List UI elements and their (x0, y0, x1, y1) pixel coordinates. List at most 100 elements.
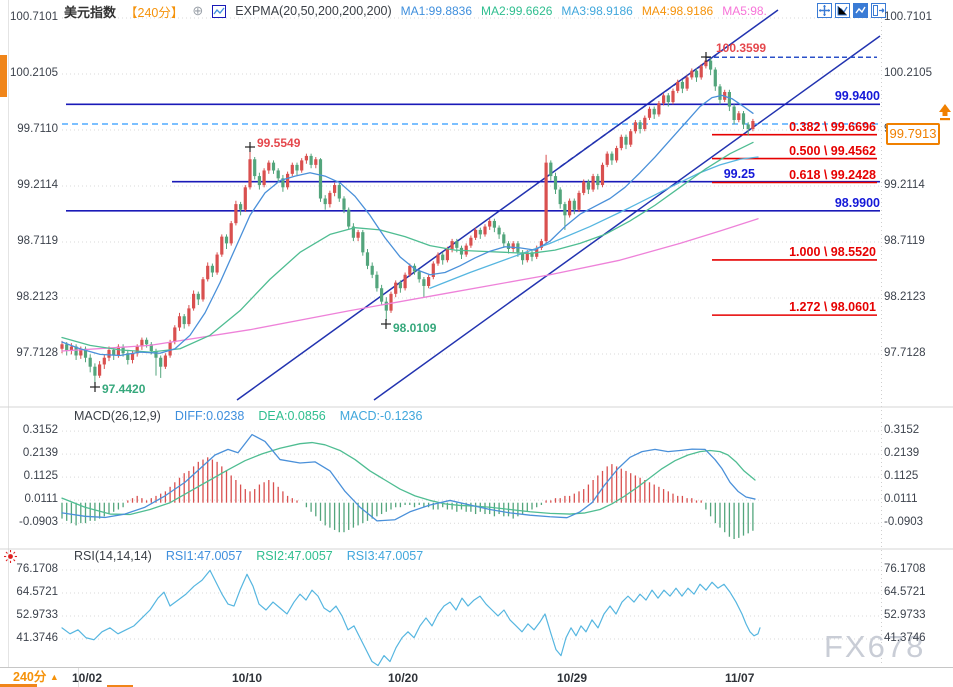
fib-label-382[interactable]: 0.382 \ 99.6696 (789, 120, 876, 134)
rsi-label-right: 52.9733 (884, 609, 926, 621)
level-label-9994[interactable]: 99.9400 (834, 89, 880, 103)
candle-body (206, 265, 210, 280)
candle-body (427, 277, 431, 286)
candle-body (582, 181, 586, 193)
candle-body (586, 181, 590, 190)
candle-body (309, 155, 313, 165)
rsi-label-left: 52.9733 (16, 609, 58, 621)
candle-body (577, 192, 581, 210)
date-label: 10/20 (388, 671, 419, 685)
collapse-panel-icon[interactable] (871, 3, 886, 18)
candle-body (680, 81, 684, 89)
rsi-label-left: 41.3746 (16, 632, 58, 644)
watermark: FX678 (824, 629, 926, 664)
candle-body (140, 339, 144, 347)
candle-body (647, 108, 652, 118)
candle-body (173, 327, 177, 343)
candle-body (262, 170, 266, 186)
rsi-label-left: 64.5721 (16, 586, 58, 598)
ma3-value: MA3:98.9186 (561, 4, 633, 18)
left-strip-orange-marker[interactable] (0, 55, 7, 97)
candle-body (361, 232, 365, 253)
candle-body (619, 136, 623, 149)
y-label-right: 100.7101 (884, 10, 932, 23)
candle-body (159, 357, 163, 367)
candle-body (267, 162, 271, 171)
candle-body (685, 77, 689, 89)
price-annotation: 100.3599 (716, 41, 767, 55)
candle-body (492, 220, 496, 228)
candle-body (671, 90, 675, 103)
candle-body (318, 159, 323, 199)
candle-body (553, 176, 558, 190)
candle-body (572, 200, 576, 210)
candle-body (239, 204, 243, 210)
h-scrollbar-thumb-left[interactable] (0, 684, 37, 687)
candle-body (253, 159, 257, 177)
candle-body (187, 308, 191, 325)
candle-body (337, 185, 341, 199)
y-label-right: 97.7128 (884, 347, 926, 360)
candle-body (257, 176, 261, 186)
fib-label-1272[interactable]: 1.272 \ 98.0601 (789, 300, 876, 314)
indicator-label: EXPMA(20,50,200,200,200) (235, 4, 392, 18)
candle-body (676, 81, 680, 91)
candle-body (154, 351, 158, 358)
candle-body (422, 279, 426, 286)
level-label-9925[interactable]: 99.25 (723, 167, 755, 181)
ma2-line (61, 141, 754, 353)
candle-body (709, 60, 713, 70)
macd-label-left: 0.1125 (23, 470, 58, 483)
h-scrollbar-thumb[interactable] (107, 685, 133, 687)
candle-body (323, 198, 327, 205)
timeframe-selector[interactable]: 240分 ▲ (0, 668, 79, 687)
candle-body (638, 122, 642, 129)
candle-body (478, 229, 482, 235)
rsi-label-right: 41.3746 (884, 632, 926, 644)
candle-body (741, 113, 746, 125)
candle-body (215, 254, 219, 273)
candle-body (375, 274, 379, 289)
fib-label-618[interactable]: 0.618 \ 99.2428 (789, 168, 876, 182)
candle-body (591, 176, 595, 190)
candle-body (600, 164, 605, 186)
candle-body (79, 348, 83, 356)
candle-body (506, 243, 511, 249)
candle-body (662, 95, 666, 104)
candle-body (455, 241, 459, 248)
candle-body (196, 293, 200, 300)
candle-body (328, 192, 332, 205)
candle-body (694, 70, 699, 78)
fit-chart-icon[interactable] (835, 3, 850, 18)
time-axis-bar: 240分 ▲ 10/02 10/10 10/20 10/29 11/07 (0, 667, 953, 687)
ma1-value: MA1:99.8836 (400, 4, 473, 18)
y-label-left: 99.7110 (17, 123, 58, 135)
macd-label-right: -0.0903 (884, 516, 924, 529)
chart-mode-icon[interactable] (853, 3, 868, 18)
candle-body (474, 229, 478, 238)
candle-body (116, 346, 120, 356)
macd-label-left: 0.0111 (24, 493, 58, 506)
chart-type-icon[interactable] (212, 4, 227, 18)
target-icon[interactable]: ⊕ (192, 3, 204, 18)
candle-body (450, 241, 454, 249)
fib-label-1000[interactable]: 1.000 \ 98.5520 (789, 245, 876, 259)
candle-body (300, 160, 304, 171)
timeframe-badge[interactable]: 【240分】 (125, 5, 184, 20)
candle-body (469, 237, 473, 246)
candle-body (394, 282, 398, 294)
candle-body (610, 153, 614, 161)
candle-body (727, 91, 731, 107)
candle-body (436, 254, 440, 264)
candle-body (290, 164, 294, 174)
candle-body (525, 252, 529, 261)
y-label-left: 97.7128 (16, 347, 58, 360)
fib-label-500[interactable]: 0.500 \ 99.4562 (789, 144, 876, 158)
date-label: 11/07 (725, 671, 755, 685)
level-label-9899[interactable]: 98.9900 (834, 196, 880, 210)
sun-icon[interactable] (3, 549, 18, 564)
pan-icon[interactable] (817, 3, 832, 18)
date-label: 10/10 (232, 671, 263, 685)
ma1-line (61, 94, 754, 357)
